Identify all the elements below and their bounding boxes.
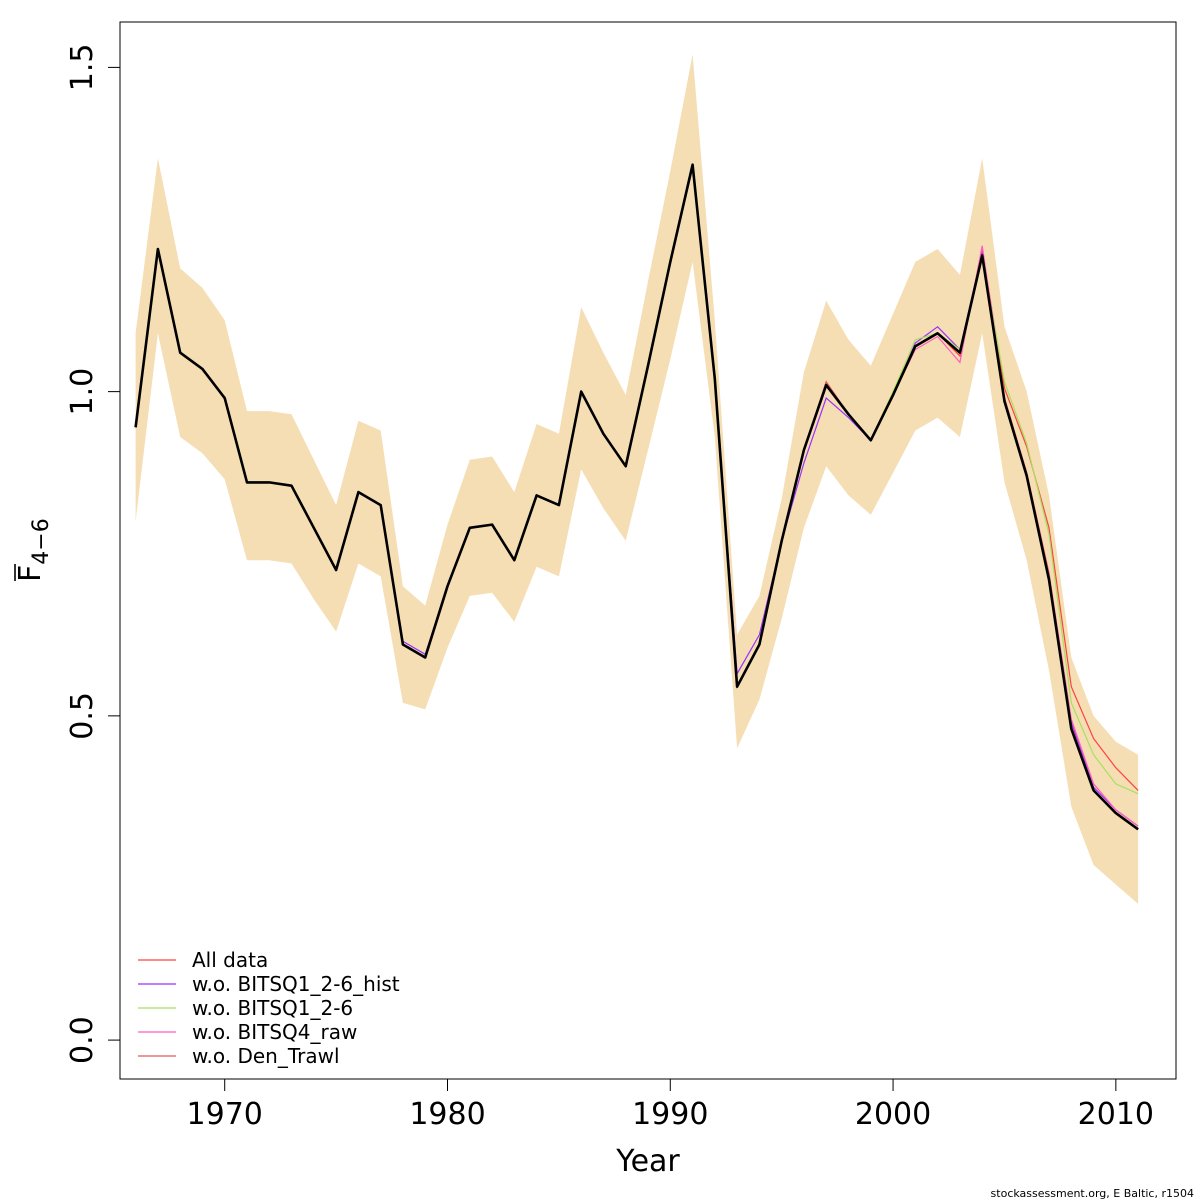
x-axis: 1970 1980 1990 2000 2010 [187, 1078, 1154, 1132]
legend-label: All data [192, 948, 268, 972]
legend-label: w.o. BITSQ4_raw [192, 1020, 357, 1044]
y-axis-title-subscript: 4−6 [29, 518, 54, 564]
y-axis-title-letter: F [13, 565, 48, 582]
y-tick-label: 1.5 [65, 44, 100, 92]
confidence-band [135, 54, 1139, 904]
y-axis-title: F4−6 [13, 518, 54, 582]
legend-item: w.o. BITSQ1_2-6_hist [138, 972, 400, 996]
baseline-line-layer [134, 163, 1139, 831]
legend-label: w.o. BITSQ1_2-6_hist [192, 972, 400, 996]
y-tick-label: 0.5 [65, 692, 100, 740]
y-tick-label: 1.0 [65, 368, 100, 416]
y-tick-label: 0.0 [65, 1016, 100, 1064]
confidence-band-layer [135, 54, 1139, 904]
legend-item: All data [138, 948, 268, 972]
y-axis-title-main: F4−6 [13, 518, 54, 582]
x-tick-label: 1970 [187, 1097, 263, 1132]
x-tick-label: 2010 [1078, 1097, 1154, 1132]
legend-item: w.o. BITSQ1_2-6 [138, 996, 353, 1020]
credit-text: stockassessment.org, E Baltic, r1504 [991, 1187, 1194, 1200]
legend-label: w.o. Den_Trawl [192, 1044, 340, 1068]
x-axis-title: Year [615, 1144, 680, 1179]
baseline-line [134, 163, 1139, 831]
legend-item: w.o. Den_Trawl [138, 1044, 340, 1068]
legend-label: w.o. BITSQ1_2-6 [192, 996, 353, 1020]
y-axis: 0.0 0.5 1.0 1.5 [65, 44, 121, 1064]
x-tick-label: 1980 [409, 1097, 485, 1132]
legend-item: w.o. BITSQ4_raw [138, 1020, 357, 1044]
x-tick-label: 1990 [632, 1097, 708, 1132]
x-tick-label: 2000 [855, 1097, 931, 1132]
